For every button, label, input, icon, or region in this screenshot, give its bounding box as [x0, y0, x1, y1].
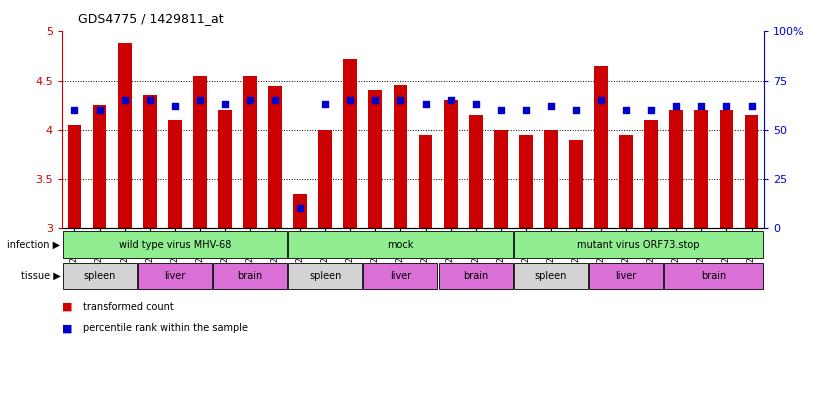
- Point: [143, 97, 156, 103]
- Point: [344, 97, 357, 103]
- Bar: [589, 263, 663, 289]
- Bar: [514, 231, 763, 258]
- Point: [93, 107, 107, 113]
- Text: mock: mock: [387, 240, 414, 250]
- Point: [368, 97, 382, 103]
- Text: liver: liver: [164, 271, 185, 281]
- Text: percentile rank within the sample: percentile rank within the sample: [83, 323, 248, 333]
- Text: brain: brain: [463, 271, 488, 281]
- Point: [218, 101, 231, 107]
- Bar: [695, 110, 708, 228]
- Bar: [344, 59, 357, 228]
- Bar: [744, 115, 758, 228]
- Bar: [318, 130, 332, 228]
- Bar: [193, 75, 206, 228]
- Bar: [143, 95, 157, 228]
- Bar: [268, 86, 282, 228]
- Text: ■: ■: [62, 301, 73, 312]
- Bar: [444, 100, 458, 228]
- Bar: [63, 231, 287, 258]
- Point: [118, 97, 131, 103]
- Bar: [118, 43, 131, 228]
- Text: wild type virus MHV-68: wild type virus MHV-68: [119, 240, 231, 250]
- Bar: [544, 130, 558, 228]
- Bar: [168, 120, 182, 228]
- Bar: [293, 193, 307, 228]
- Text: liver: liver: [615, 271, 637, 281]
- Bar: [63, 263, 136, 289]
- Point: [469, 101, 482, 107]
- Point: [394, 97, 407, 103]
- Text: infection ▶: infection ▶: [7, 240, 60, 250]
- Point: [268, 97, 282, 103]
- Bar: [439, 263, 513, 289]
- Bar: [620, 134, 633, 228]
- Point: [68, 107, 81, 113]
- Point: [520, 107, 533, 113]
- Point: [293, 205, 306, 211]
- Bar: [419, 134, 433, 228]
- Text: liver: liver: [390, 271, 411, 281]
- Bar: [288, 231, 513, 258]
- Bar: [719, 110, 733, 228]
- Point: [444, 97, 458, 103]
- Point: [620, 107, 633, 113]
- Bar: [669, 110, 683, 228]
- Text: GDS4775 / 1429811_at: GDS4775 / 1429811_at: [78, 12, 224, 25]
- Bar: [218, 110, 232, 228]
- Bar: [519, 134, 533, 228]
- Text: spleen: spleen: [83, 271, 116, 281]
- Point: [695, 103, 708, 109]
- Bar: [368, 90, 382, 228]
- Point: [670, 103, 683, 109]
- Point: [169, 103, 182, 109]
- Text: brain: brain: [701, 271, 727, 281]
- Bar: [569, 140, 583, 228]
- Point: [319, 101, 332, 107]
- Bar: [243, 75, 257, 228]
- Text: mutant virus ORF73.stop: mutant virus ORF73.stop: [577, 240, 700, 250]
- Text: spleen: spleen: [534, 271, 567, 281]
- Point: [419, 101, 432, 107]
- Point: [644, 107, 657, 113]
- Bar: [288, 263, 363, 289]
- Point: [569, 107, 582, 113]
- Text: transformed count: transformed count: [83, 301, 173, 312]
- Point: [544, 103, 558, 109]
- Point: [494, 107, 507, 113]
- Text: brain: brain: [237, 271, 263, 281]
- Bar: [494, 130, 508, 228]
- Text: tissue ▶: tissue ▶: [21, 271, 60, 281]
- Point: [244, 97, 257, 103]
- Bar: [664, 263, 763, 289]
- Bar: [393, 86, 407, 228]
- Text: spleen: spleen: [309, 271, 341, 281]
- Bar: [213, 263, 287, 289]
- Point: [595, 97, 608, 103]
- Text: ■: ■: [62, 323, 73, 333]
- Bar: [363, 263, 438, 289]
- Bar: [644, 120, 658, 228]
- Bar: [514, 263, 588, 289]
- Bar: [594, 66, 608, 228]
- Point: [745, 103, 758, 109]
- Point: [719, 103, 733, 109]
- Bar: [93, 105, 107, 228]
- Bar: [68, 125, 82, 228]
- Point: [193, 97, 206, 103]
- Bar: [469, 115, 482, 228]
- Bar: [138, 263, 211, 289]
